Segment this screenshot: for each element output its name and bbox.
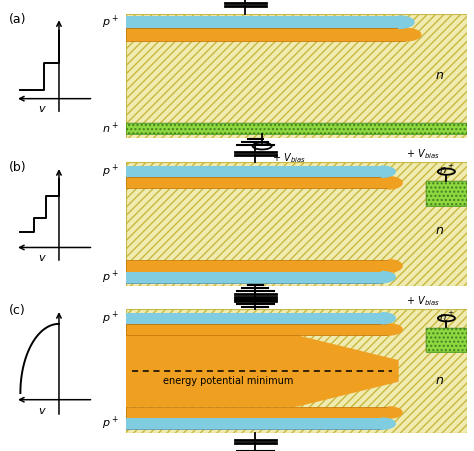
Bar bbox=[126, 166, 382, 177]
Bar bbox=[426, 327, 467, 352]
Text: $+\ V_{bias}$: $+\ V_{bias}$ bbox=[406, 147, 439, 161]
Text: $+\ V_{bias}$: $+\ V_{bias}$ bbox=[406, 294, 439, 308]
Bar bbox=[126, 177, 388, 189]
Text: $p^+$: $p^+$ bbox=[102, 268, 119, 286]
Text: $n^+$: $n^+$ bbox=[438, 309, 454, 322]
Text: v: v bbox=[38, 406, 45, 416]
Polygon shape bbox=[126, 335, 399, 407]
Text: $n^+$: $n^+$ bbox=[438, 163, 454, 176]
Bar bbox=[126, 166, 382, 177]
Text: $+\ V_{bias}$: $+\ V_{bias}$ bbox=[273, 151, 306, 165]
Polygon shape bbox=[382, 166, 395, 177]
Bar bbox=[426, 181, 467, 206]
Bar bbox=[126, 418, 382, 429]
Polygon shape bbox=[399, 16, 414, 28]
Polygon shape bbox=[388, 177, 402, 189]
Text: (b): (b) bbox=[9, 161, 27, 175]
Text: $n$: $n$ bbox=[435, 224, 444, 237]
Bar bbox=[126, 260, 388, 272]
Bar bbox=[126, 123, 467, 134]
Polygon shape bbox=[382, 272, 395, 283]
Bar bbox=[126, 28, 405, 41]
Bar bbox=[126, 123, 467, 134]
Bar bbox=[126, 313, 382, 324]
Text: $n^+$: $n^+$ bbox=[102, 120, 119, 136]
Text: $p^+$: $p^+$ bbox=[102, 163, 119, 180]
Polygon shape bbox=[382, 418, 395, 429]
Bar bbox=[126, 16, 399, 28]
Bar bbox=[126, 272, 382, 283]
Bar bbox=[426, 327, 467, 352]
Polygon shape bbox=[388, 260, 402, 272]
Bar bbox=[126, 313, 382, 324]
Polygon shape bbox=[388, 407, 402, 418]
Text: v: v bbox=[38, 104, 45, 114]
Bar bbox=[126, 272, 382, 283]
Bar bbox=[426, 181, 467, 206]
Text: $n$: $n$ bbox=[435, 374, 444, 387]
Text: $n$: $n$ bbox=[435, 69, 444, 82]
Text: energy potential minimum: energy potential minimum bbox=[163, 376, 293, 386]
Bar bbox=[126, 324, 388, 335]
Text: $p^+$: $p^+$ bbox=[102, 309, 119, 327]
Polygon shape bbox=[382, 313, 395, 324]
Text: $p^+$: $p^+$ bbox=[102, 415, 119, 433]
Bar bbox=[126, 407, 388, 418]
Bar bbox=[126, 16, 399, 28]
Text: (c): (c) bbox=[9, 304, 26, 317]
Text: $p^+$: $p^+$ bbox=[102, 14, 119, 31]
Text: v: v bbox=[38, 253, 45, 262]
Polygon shape bbox=[405, 28, 421, 41]
Text: (a): (a) bbox=[9, 13, 27, 26]
Bar bbox=[126, 418, 382, 429]
Polygon shape bbox=[388, 324, 402, 335]
